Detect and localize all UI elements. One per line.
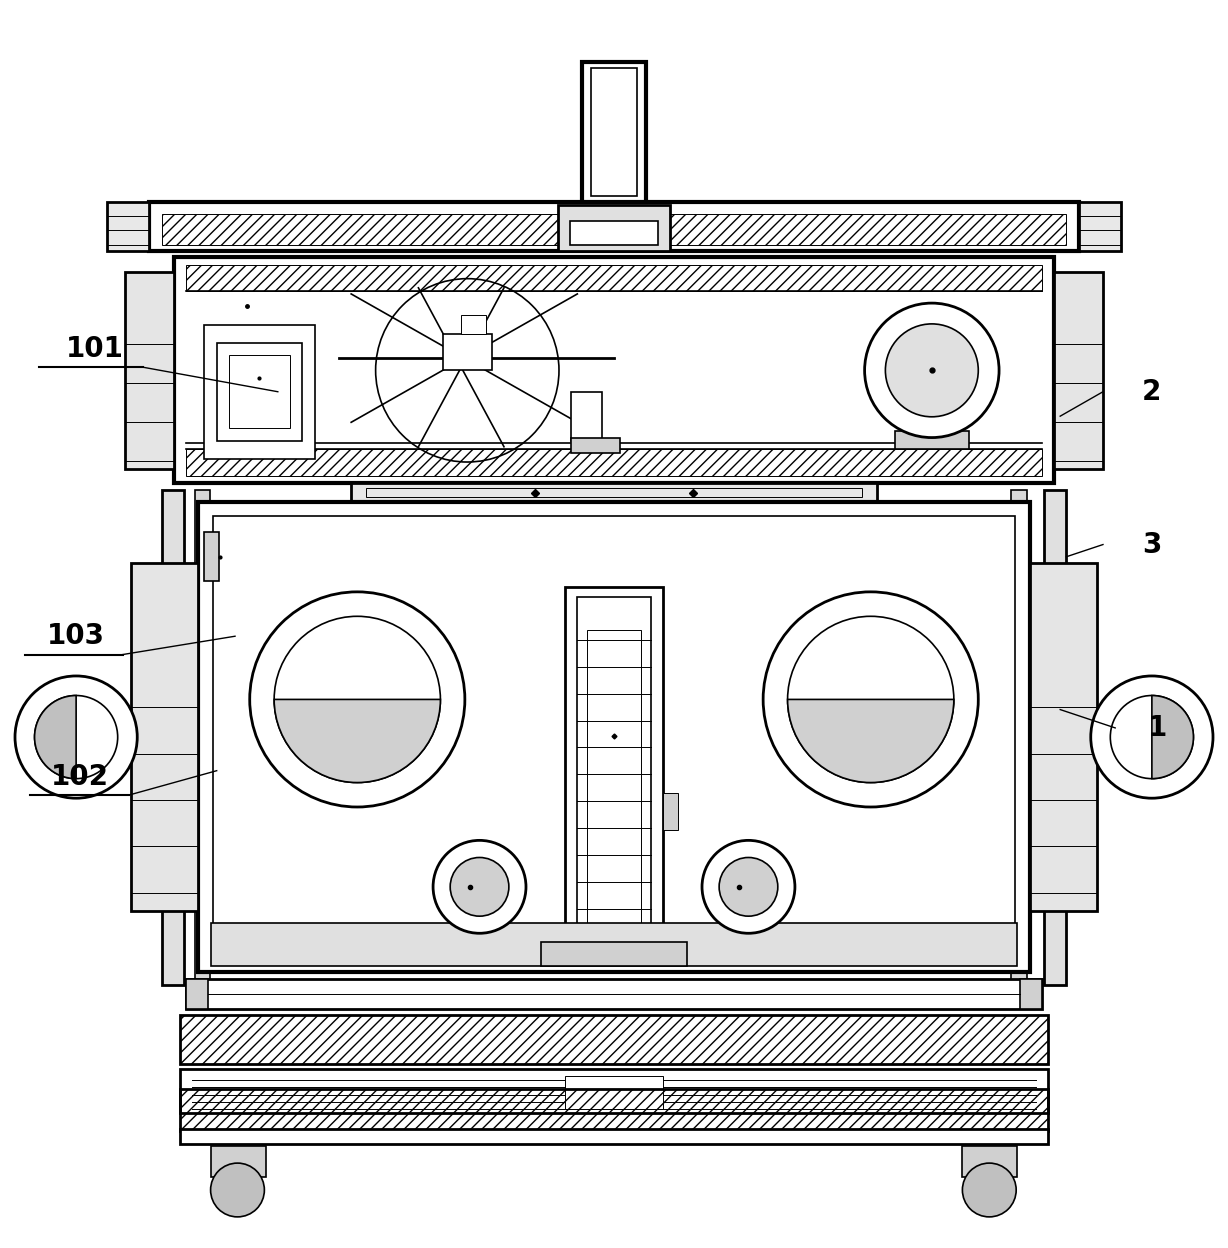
Bar [228, 356, 290, 428]
Bar [565, 588, 663, 960]
Bar [199, 502, 1029, 972]
Bar [131, 563, 199, 911]
Circle shape [963, 1163, 1017, 1217]
Circle shape [249, 592, 465, 807]
Bar [181, 1070, 1047, 1113]
Wedge shape [274, 699, 441, 782]
Bar [125, 272, 174, 469]
Circle shape [1090, 676, 1213, 799]
Bar [582, 61, 646, 202]
Bar [210, 1146, 265, 1177]
Bar [591, 67, 637, 196]
Circle shape [1110, 695, 1194, 779]
Wedge shape [1152, 695, 1194, 779]
Bar [205, 533, 219, 582]
Wedge shape [787, 699, 954, 782]
Bar [107, 202, 150, 251]
Bar [571, 392, 602, 441]
Circle shape [787, 617, 954, 782]
Bar [587, 630, 641, 942]
Bar [216, 343, 302, 441]
Bar [1044, 489, 1066, 985]
Bar [1054, 272, 1103, 469]
Bar [187, 978, 209, 1010]
Bar [366, 488, 862, 497]
Circle shape [15, 676, 138, 799]
Bar [565, 1076, 663, 1109]
Circle shape [451, 857, 508, 916]
Circle shape [865, 303, 1000, 438]
Bar [462, 316, 485, 333]
Bar [150, 202, 1078, 251]
Circle shape [433, 840, 526, 934]
Bar [540, 942, 688, 966]
Bar [181, 1088, 1047, 1132]
Text: 1: 1 [1148, 714, 1168, 741]
Text: 103: 103 [47, 623, 106, 650]
Circle shape [210, 1163, 264, 1217]
Bar [162, 215, 1066, 245]
Circle shape [720, 857, 777, 916]
Text: 101: 101 [65, 334, 123, 363]
Bar [181, 1129, 1047, 1143]
Bar [351, 483, 877, 502]
Bar [443, 333, 491, 371]
Wedge shape [34, 695, 76, 779]
Bar [558, 205, 670, 251]
Circle shape [702, 840, 795, 934]
Circle shape [34, 695, 118, 779]
Bar [195, 489, 210, 985]
Bar [174, 257, 1054, 483]
Bar [1029, 563, 1097, 911]
Bar [963, 1146, 1018, 1177]
Bar [187, 978, 1041, 1010]
Text: 102: 102 [50, 763, 109, 791]
Bar [577, 597, 651, 951]
Text: 2: 2 [1142, 378, 1162, 406]
Circle shape [274, 617, 441, 782]
Circle shape [885, 324, 979, 417]
Bar [571, 438, 620, 453]
Bar [212, 517, 1016, 957]
Bar [663, 792, 678, 830]
Bar [1012, 489, 1027, 985]
Bar [162, 489, 184, 985]
Bar [895, 431, 969, 449]
Text: 3: 3 [1142, 530, 1162, 559]
Bar [181, 1015, 1047, 1065]
Bar [570, 221, 658, 245]
Bar [187, 265, 1041, 292]
Bar [205, 324, 314, 459]
Bar [187, 449, 1041, 475]
Bar [1078, 202, 1121, 251]
Bar [1019, 978, 1041, 1010]
Bar [210, 924, 1018, 966]
Circle shape [763, 592, 979, 807]
